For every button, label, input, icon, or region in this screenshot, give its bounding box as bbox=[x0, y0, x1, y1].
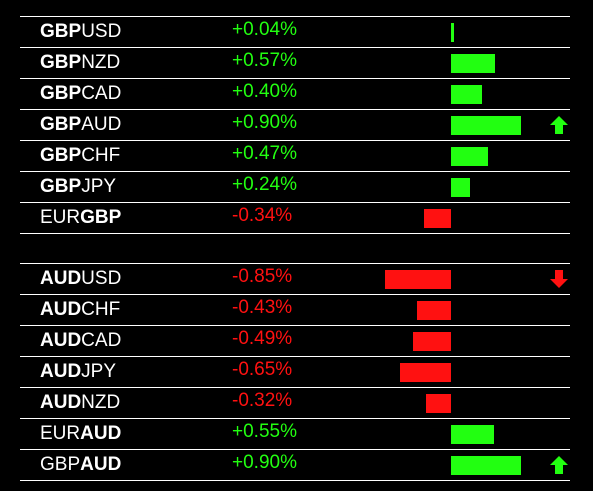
pair-base-currency: GBP bbox=[40, 21, 82, 42]
percent-change: +0.04% bbox=[232, 19, 297, 40]
negative-change-bar bbox=[417, 301, 451, 320]
pair-label: GBPCHF bbox=[40, 145, 120, 167]
table-row: GBPAUD +0.90% bbox=[20, 449, 570, 481]
percent-change: -0.32% bbox=[232, 390, 293, 411]
pair-quote-currency: USD bbox=[81, 268, 122, 289]
pair-base-currency: AUD bbox=[40, 361, 82, 382]
percent-change: -0.65% bbox=[232, 359, 293, 380]
pair-base-currency: EUR bbox=[40, 423, 81, 444]
table-row: EURGBP -0.34% bbox=[20, 202, 570, 234]
pair-label: GBPAUD bbox=[40, 114, 121, 136]
negative-change-bar bbox=[424, 209, 451, 228]
table-row: AUDCAD -0.49% bbox=[20, 325, 570, 356]
pair-base-currency: GBP bbox=[40, 52, 82, 73]
pair-label: EURAUD bbox=[40, 423, 121, 445]
pair-base-currency: GBP bbox=[40, 176, 82, 197]
pair-quote-currency: CHF bbox=[81, 145, 121, 166]
gbp-strength-table: GBPUSD +0.04% GBPNZD +0.57% GBPCAD +0.40% GBPA… bbox=[20, 16, 570, 234]
pair-label: AUDUSD bbox=[40, 268, 121, 290]
negative-change-bar bbox=[385, 270, 451, 289]
up-arrow-icon bbox=[550, 456, 568, 474]
pair-base-currency: GBP bbox=[40, 83, 82, 104]
table-row: GBPUSD +0.04% bbox=[20, 16, 570, 47]
pair-label: GBPCAD bbox=[40, 83, 121, 105]
positive-change-bar bbox=[451, 85, 482, 104]
pair-base-currency: GBP bbox=[40, 145, 82, 166]
percent-change: +0.40% bbox=[232, 81, 297, 102]
positive-change-bar bbox=[451, 116, 521, 135]
table-row: GBPAUD +0.90% bbox=[20, 109, 570, 140]
pair-quote-currency: GBP bbox=[80, 207, 122, 228]
pair-label: AUDJPY bbox=[40, 361, 116, 383]
negative-change-bar bbox=[413, 332, 451, 351]
table-row: GBPNZD +0.57% bbox=[20, 47, 570, 78]
percent-change: -0.43% bbox=[232, 297, 293, 318]
percent-change: +0.57% bbox=[232, 50, 297, 71]
negative-change-bar bbox=[400, 363, 451, 382]
positive-change-bar bbox=[451, 147, 488, 166]
table-row: AUDJPY -0.65% bbox=[20, 356, 570, 387]
pair-label: AUDNZD bbox=[40, 392, 120, 414]
pair-quote-currency: JPY bbox=[81, 361, 117, 382]
table-row: AUDNZD -0.32% bbox=[20, 387, 570, 418]
pair-base-currency: AUD bbox=[40, 392, 82, 413]
pair-quote-currency: JPY bbox=[81, 176, 117, 197]
pair-label: GBPUSD bbox=[40, 21, 121, 43]
negative-change-bar bbox=[426, 394, 451, 413]
positive-change-bar bbox=[451, 54, 495, 73]
pair-base-currency: EUR bbox=[40, 207, 81, 228]
down-arrow-icon bbox=[550, 270, 568, 288]
pair-quote-currency: AUD bbox=[80, 454, 122, 475]
pair-label: GBPJPY bbox=[40, 176, 116, 198]
pair-label: GBPNZD bbox=[40, 52, 120, 74]
pair-label: GBPAUD bbox=[40, 454, 121, 476]
percent-change: -0.49% bbox=[232, 328, 293, 349]
pair-base-currency: GBP bbox=[40, 114, 82, 135]
percent-change: +0.55% bbox=[232, 421, 297, 442]
percent-change: +0.90% bbox=[232, 452, 297, 473]
pair-base-currency: AUD bbox=[40, 299, 82, 320]
percent-change: +0.24% bbox=[232, 174, 297, 195]
table-row: AUDCHF -0.43% bbox=[20, 294, 570, 325]
table-row: GBPCAD +0.40% bbox=[20, 78, 570, 109]
pair-label: AUDCHF bbox=[40, 299, 120, 321]
pair-quote-currency: CAD bbox=[81, 83, 122, 104]
pair-quote-currency: AUD bbox=[81, 114, 122, 135]
positive-change-bar bbox=[451, 425, 494, 444]
pair-quote-currency: CAD bbox=[81, 330, 122, 351]
percent-change: +0.47% bbox=[232, 143, 297, 164]
pair-base-currency: AUD bbox=[40, 330, 82, 351]
table-row: AUDUSD -0.85% bbox=[20, 263, 570, 294]
positive-change-bar bbox=[451, 23, 454, 42]
pair-label: AUDCAD bbox=[40, 330, 121, 352]
table-row: GBPJPY +0.24% bbox=[20, 171, 570, 202]
pair-quote-currency: NZD bbox=[81, 392, 121, 413]
positive-change-bar bbox=[451, 178, 470, 197]
pair-quote-currency: NZD bbox=[81, 52, 121, 73]
percent-change: -0.34% bbox=[232, 205, 293, 226]
table-row: GBPCHF +0.47% bbox=[20, 140, 570, 171]
percent-change: -0.85% bbox=[232, 266, 293, 287]
pair-label: EURGBP bbox=[40, 207, 121, 229]
up-arrow-icon bbox=[550, 116, 568, 134]
aud-strength-table: AUDUSD -0.85% AUDCHF -0.43% AUDCAD -0.49% AUDJ… bbox=[20, 263, 570, 481]
pair-quote-currency: CHF bbox=[81, 299, 121, 320]
percent-change: +0.90% bbox=[232, 112, 297, 133]
pair-base-currency: GBP bbox=[40, 454, 81, 475]
table-row: EURAUD +0.55% bbox=[20, 418, 570, 449]
positive-change-bar bbox=[451, 456, 521, 475]
pair-quote-currency: AUD bbox=[80, 423, 122, 444]
pair-base-currency: AUD bbox=[40, 268, 82, 289]
pair-quote-currency: USD bbox=[81, 21, 122, 42]
